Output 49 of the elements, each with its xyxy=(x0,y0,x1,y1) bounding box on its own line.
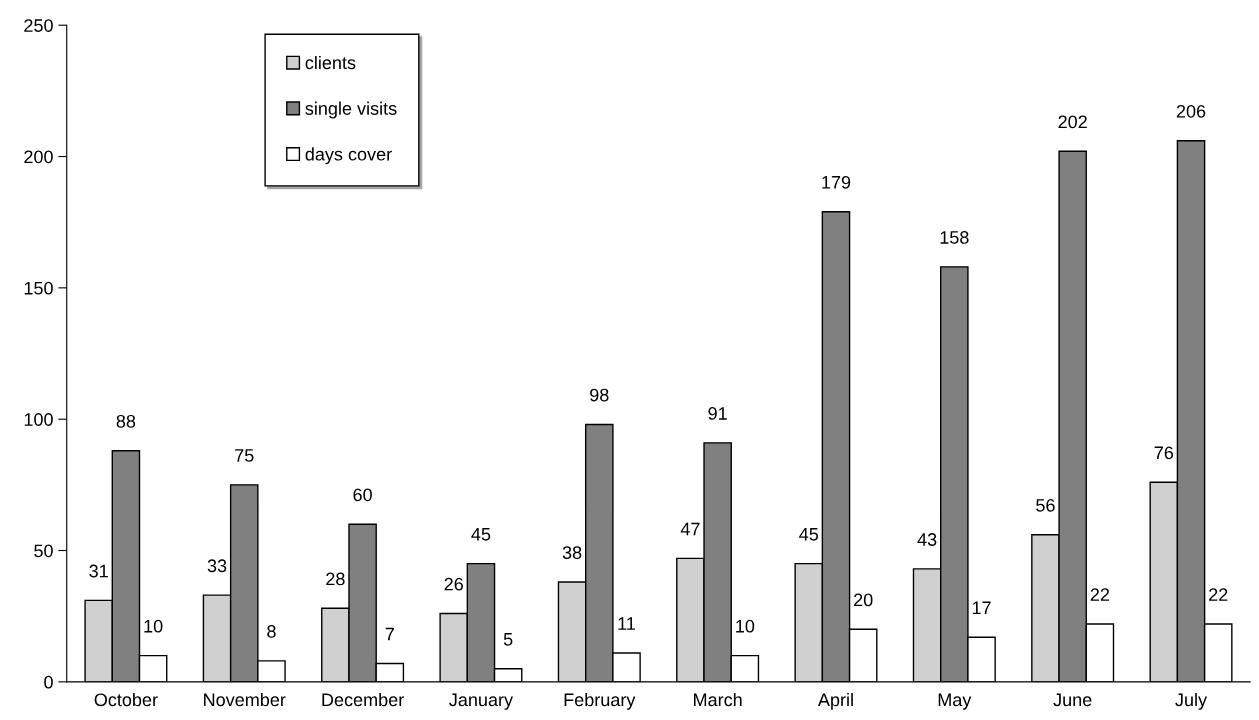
legend-label: days cover xyxy=(305,147,392,165)
data-label: 76 xyxy=(1154,446,1174,460)
data-label: 22 xyxy=(1090,588,1110,601)
data-label: 91 xyxy=(708,407,727,420)
legend-label: clients xyxy=(305,55,356,70)
data-label: 38 xyxy=(562,546,582,560)
data-label: 26 xyxy=(444,577,463,591)
data-label: 56 xyxy=(1036,498,1055,512)
data-label: 60 xyxy=(353,488,372,502)
x-tick-label: July xyxy=(1175,692,1208,710)
x-tick-label: June xyxy=(1053,693,1092,707)
data-label: 45 xyxy=(471,528,491,541)
data-label: 206 xyxy=(1176,104,1206,118)
data-label: 5 xyxy=(503,633,513,646)
x-tick-label: January xyxy=(449,693,514,710)
data-label: 43 xyxy=(917,533,937,546)
data-label: 88 xyxy=(116,414,136,428)
y-tick-label: 250 xyxy=(24,19,53,32)
y-tick-label: 0 xyxy=(44,675,53,689)
x-tick-label: May xyxy=(938,693,972,710)
data-label: 179 xyxy=(822,175,851,189)
data-label: 10 xyxy=(144,619,163,633)
data-label: 17 xyxy=(972,601,991,614)
data-label: 75 xyxy=(235,449,254,462)
x-tick-label: December xyxy=(322,692,404,707)
data-label: 8 xyxy=(267,625,276,638)
data-label: 47 xyxy=(680,522,700,536)
x-tick-label: March xyxy=(694,692,742,707)
data-label: 10 xyxy=(736,619,755,633)
data-label: 31 xyxy=(89,564,108,578)
data-label: 33 xyxy=(207,559,227,573)
x-tick-label: November xyxy=(204,692,286,707)
data-label: 7 xyxy=(385,627,394,641)
data-label: 45 xyxy=(799,528,819,541)
data-label: 202 xyxy=(1058,115,1087,129)
y-tick-label: 50 xyxy=(34,544,53,558)
y-tick-label: 200 xyxy=(24,150,53,164)
data-label: 22 xyxy=(1209,588,1228,601)
x-tick-label: February xyxy=(564,692,636,710)
data-label: 158 xyxy=(940,231,969,244)
y-tick-label: 100 xyxy=(24,413,53,426)
data-label: 11 xyxy=(618,617,635,630)
data-label: 20 xyxy=(854,593,873,607)
data-label: 28 xyxy=(326,572,345,586)
data-label: 98 xyxy=(590,388,609,402)
x-tick-label: October xyxy=(94,692,158,707)
x-tick-label: April xyxy=(817,692,853,710)
legend-label: single visits xyxy=(305,101,397,119)
y-tick-label: 150 xyxy=(24,281,53,295)
